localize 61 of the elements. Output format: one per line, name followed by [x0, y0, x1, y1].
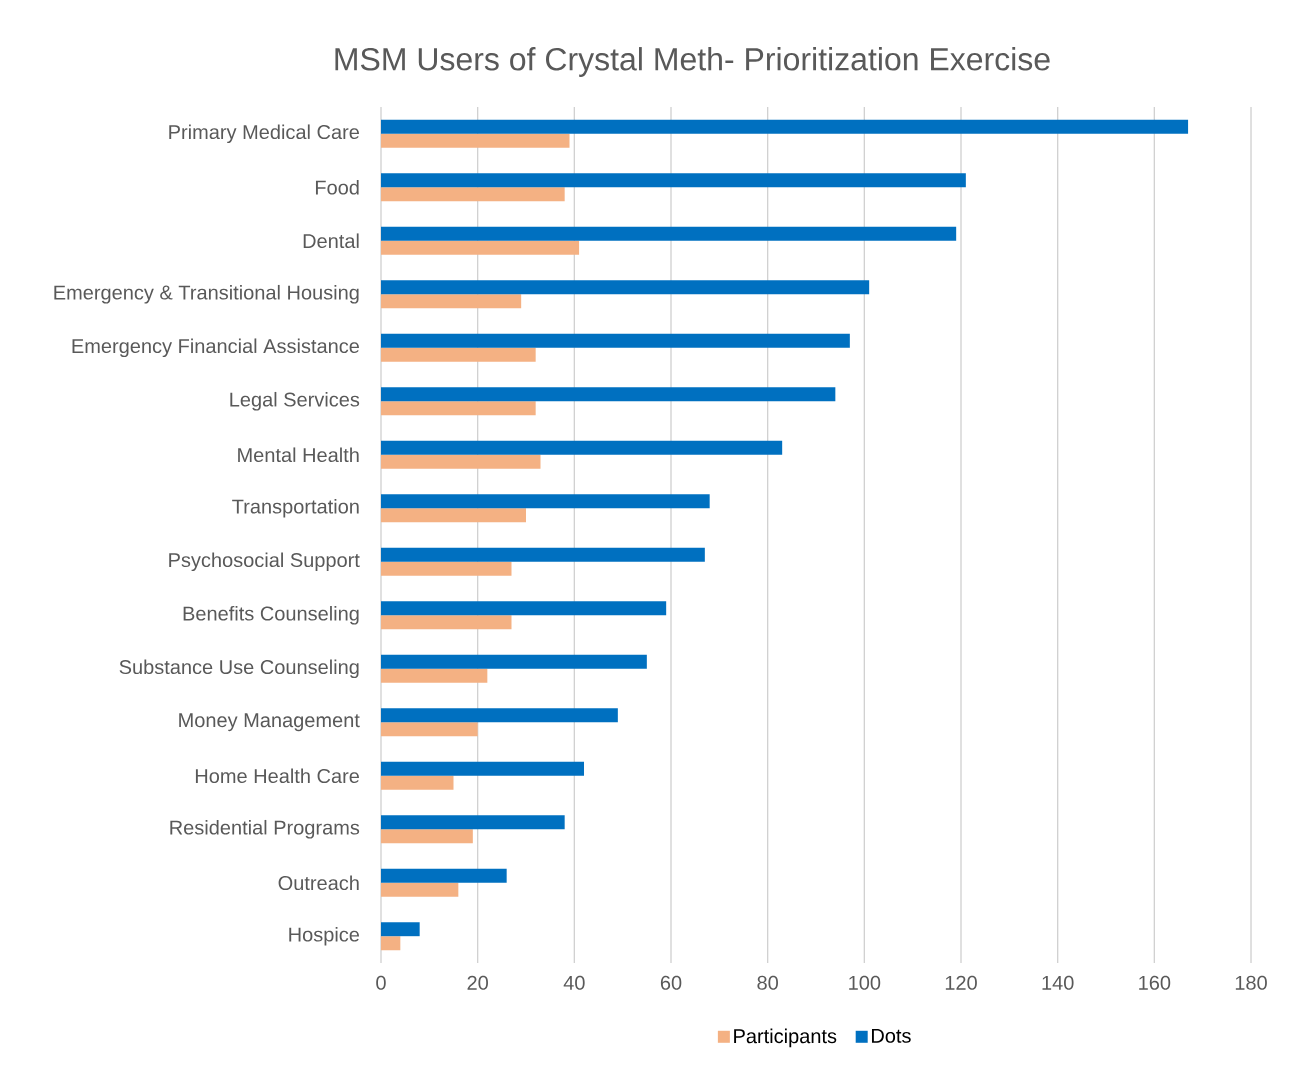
bar	[381, 187, 565, 202]
x-tick-label: 160	[1139, 975, 1171, 990]
bar	[381, 333, 850, 348]
bar	[381, 387, 836, 402]
bar	[381, 815, 565, 830]
x-tick-label: 60	[660, 975, 682, 990]
bar	[381, 547, 705, 562]
bar	[381, 882, 459, 897]
bar	[381, 173, 966, 188]
x-tick-label: 80	[757, 975, 778, 990]
legend-label: Participants	[734, 1028, 837, 1048]
bar	[381, 775, 454, 790]
bar	[381, 347, 536, 362]
y-tick-label: Substance Use Counseling	[119, 659, 359, 679]
y-tick-label: Transportation	[232, 498, 359, 518]
bar	[381, 868, 507, 883]
bar	[381, 761, 585, 776]
bar	[381, 440, 783, 455]
bar	[381, 119, 1189, 134]
y-tick-label: Psychosocial Support	[169, 552, 360, 572]
y-tick-label: Legal Services	[230, 391, 360, 411]
y-tick-label: Hospice	[289, 926, 360, 946]
bar	[381, 922, 420, 937]
y-tick-label: Dental	[303, 233, 359, 249]
y-tick-label: Food	[315, 179, 359, 195]
y-tick-label: Home Health Care	[195, 768, 359, 784]
x-tick-label: 140	[1042, 975, 1074, 990]
x-tick-label: 40	[563, 975, 585, 990]
y-tick-label: Primary Medical Care	[169, 124, 359, 144]
y-tick-label: Residential Programs	[170, 819, 360, 839]
bar	[381, 454, 541, 469]
x-tick-label: 180	[1235, 975, 1267, 990]
bar	[381, 668, 488, 683]
x-tick-label: 0	[376, 975, 386, 990]
bar	[381, 494, 710, 509]
bar	[381, 722, 478, 737]
x-tick-label: 120	[945, 975, 977, 990]
x-tick-label: 20	[467, 975, 488, 990]
bar	[381, 280, 870, 295]
y-tick-label: Money Management	[179, 713, 360, 732]
chart-title: MSM Users of Crystal Meth- Prioritization Exercise	[335, 47, 1050, 77]
bar	[381, 294, 522, 309]
y-tick-label: Mental Health	[238, 447, 359, 463]
bar	[381, 508, 526, 523]
bar	[381, 654, 647, 669]
bar	[381, 829, 473, 844]
bar	[381, 708, 618, 723]
bar	[381, 401, 536, 416]
y-tick-label: Emergency & Transitional Housing	[54, 284, 359, 304]
bar	[381, 226, 957, 241]
bar	[381, 615, 512, 630]
bar	[381, 561, 512, 576]
bar	[381, 601, 667, 616]
x-tick-label: 100	[849, 975, 881, 990]
legend-label: Dots	[871, 1028, 911, 1043]
y-tick-label: Outreach	[278, 875, 359, 891]
bar	[381, 936, 401, 951]
y-tick-label: Emergency Financial Assistance	[72, 338, 359, 358]
y-tick-label: Benefits Counseling	[183, 605, 359, 625]
bar	[381, 133, 570, 148]
bar	[381, 240, 580, 255]
